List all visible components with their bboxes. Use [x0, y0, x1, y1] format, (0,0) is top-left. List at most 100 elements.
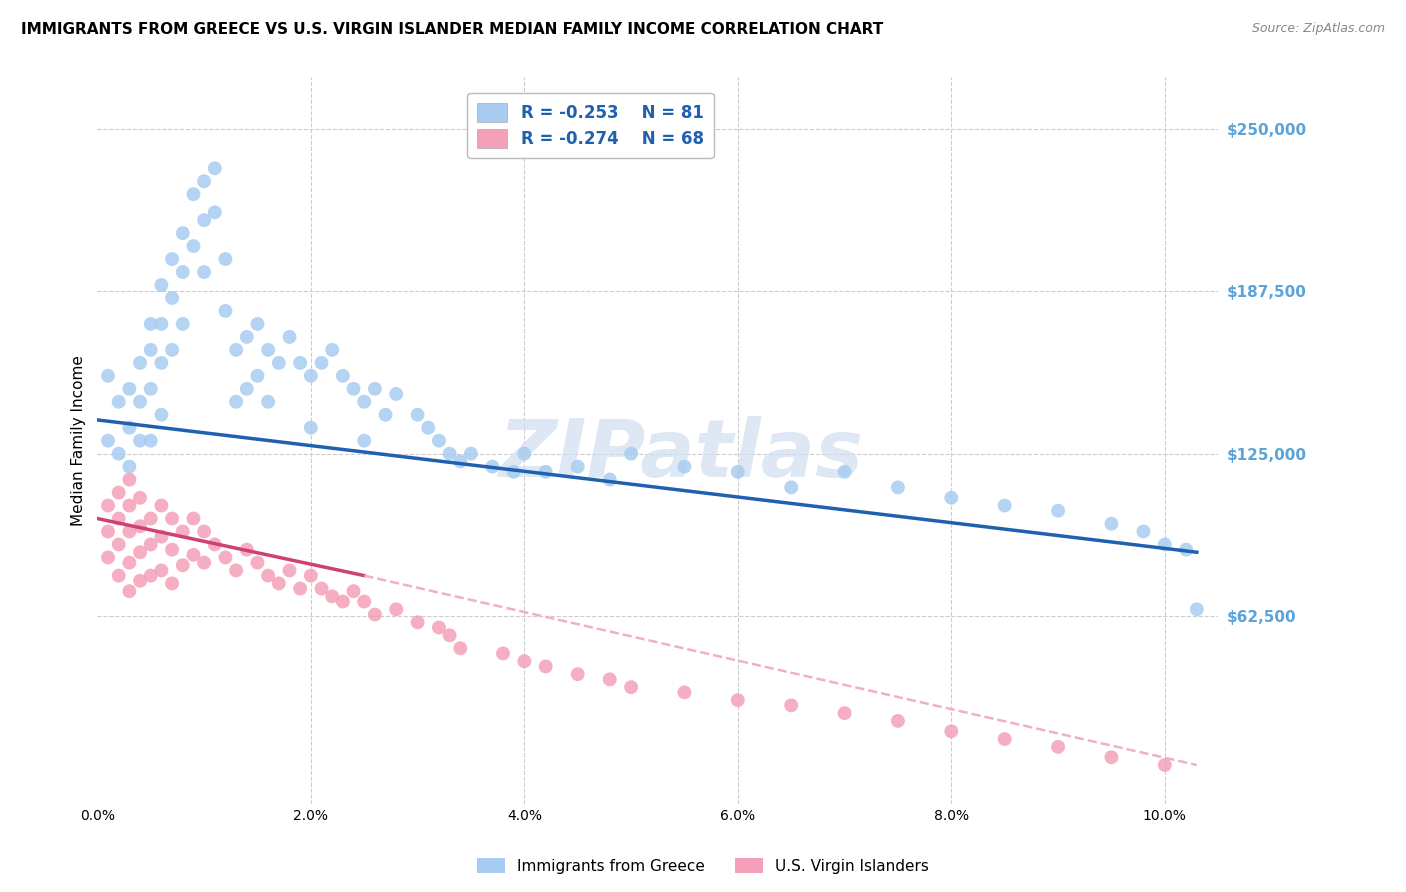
Point	[353, 594, 375, 608]
Point	[406, 408, 429, 422]
Point	[214, 252, 236, 266]
Point	[118, 459, 141, 474]
Point	[364, 382, 387, 396]
Point	[214, 304, 236, 318]
Point	[118, 584, 141, 599]
Point	[567, 667, 589, 681]
Point	[439, 447, 461, 461]
Point	[139, 568, 162, 582]
Point	[107, 485, 129, 500]
Point	[107, 447, 129, 461]
Point	[481, 459, 503, 474]
Point	[160, 511, 183, 525]
Point	[246, 556, 269, 570]
Point	[288, 582, 311, 596]
Point	[118, 556, 141, 570]
Point	[160, 252, 183, 266]
Point	[225, 563, 247, 577]
Point	[502, 465, 524, 479]
Point	[406, 615, 429, 630]
Point	[193, 265, 215, 279]
Point	[204, 205, 226, 219]
Point	[150, 278, 173, 293]
Point	[107, 568, 129, 582]
Point	[129, 491, 152, 505]
Point	[321, 343, 343, 357]
Point	[150, 530, 173, 544]
Point	[439, 628, 461, 642]
Point	[1099, 750, 1122, 764]
Point	[427, 434, 450, 448]
Text: ZIPatlas: ZIPatlas	[498, 417, 863, 494]
Point	[353, 394, 375, 409]
Point	[342, 584, 364, 599]
Point	[139, 317, 162, 331]
Point	[139, 434, 162, 448]
Point	[118, 382, 141, 396]
Legend: Immigrants from Greece, U.S. Virgin Islanders: Immigrants from Greece, U.S. Virgin Isla…	[471, 852, 935, 880]
Point	[160, 291, 183, 305]
Point	[183, 511, 205, 525]
Point	[118, 499, 141, 513]
Point	[1132, 524, 1154, 539]
Point	[246, 368, 269, 383]
Point	[332, 594, 354, 608]
Point	[353, 434, 375, 448]
Point	[374, 408, 396, 422]
Point	[492, 647, 515, 661]
Point	[299, 568, 322, 582]
Point	[214, 550, 236, 565]
Point	[97, 550, 120, 565]
Point	[620, 680, 643, 694]
Point	[150, 408, 173, 422]
Point	[183, 187, 205, 202]
Point	[172, 558, 194, 573]
Point	[994, 732, 1017, 747]
Point	[599, 673, 621, 687]
Point	[288, 356, 311, 370]
Point	[225, 394, 247, 409]
Point	[513, 447, 536, 461]
Point	[150, 317, 173, 331]
Point	[321, 590, 343, 604]
Point	[160, 576, 183, 591]
Point	[385, 602, 408, 616]
Point	[193, 524, 215, 539]
Point	[727, 693, 749, 707]
Point	[118, 524, 141, 539]
Point	[139, 537, 162, 551]
Point	[107, 511, 129, 525]
Point	[97, 524, 120, 539]
Point	[129, 545, 152, 559]
Point	[97, 434, 120, 448]
Point	[449, 454, 471, 468]
Point	[139, 343, 162, 357]
Point	[780, 480, 803, 494]
Point	[172, 226, 194, 240]
Point	[534, 465, 557, 479]
Point	[107, 394, 129, 409]
Point	[418, 420, 440, 434]
Point	[129, 519, 152, 533]
Point	[887, 714, 910, 728]
Point	[246, 317, 269, 331]
Point	[139, 382, 162, 396]
Point	[267, 356, 290, 370]
Point	[727, 465, 749, 479]
Point	[427, 620, 450, 634]
Point	[299, 368, 322, 383]
Point	[780, 698, 803, 713]
Point	[311, 582, 333, 596]
Point	[257, 568, 280, 582]
Point	[1175, 542, 1198, 557]
Point	[1185, 602, 1208, 616]
Point	[183, 548, 205, 562]
Point	[97, 368, 120, 383]
Point	[941, 724, 963, 739]
Point	[257, 343, 280, 357]
Point	[257, 394, 280, 409]
Point	[236, 382, 259, 396]
Point	[994, 499, 1017, 513]
Point	[236, 330, 259, 344]
Point	[139, 511, 162, 525]
